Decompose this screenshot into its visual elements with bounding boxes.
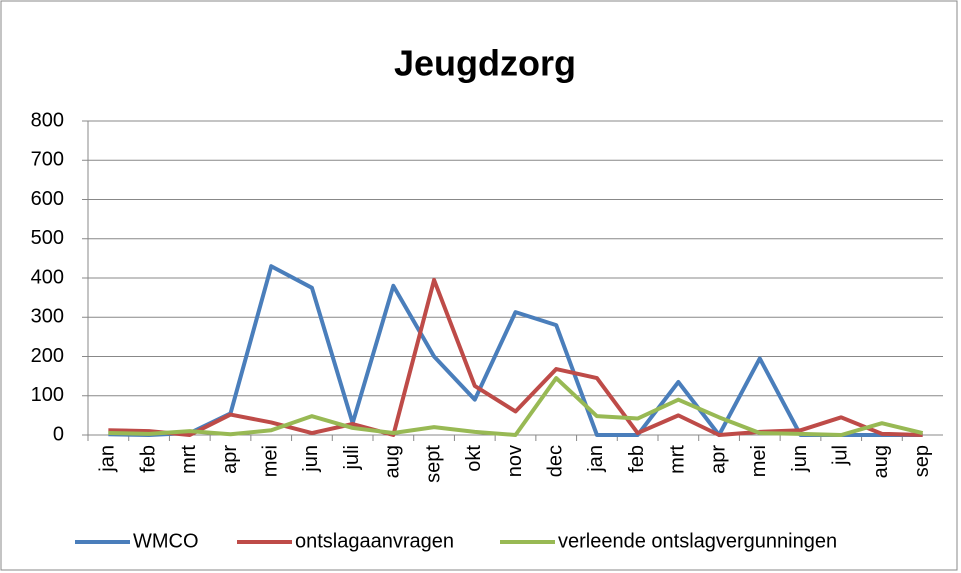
legend-label: ontslagaanvragen	[295, 530, 454, 552]
y-tick-label: 600	[31, 188, 64, 210]
x-tick-label: sep	[911, 445, 933, 477]
x-tick-label: aug	[382, 445, 404, 478]
x-tick-label: jan	[585, 445, 607, 473]
line-series	[108, 277, 923, 437]
x-tick-label: apr	[707, 445, 729, 474]
x-tick-label: jan	[97, 445, 119, 473]
x-tick-label: aug	[870, 445, 892, 478]
x-tick-label: mrt	[178, 445, 200, 474]
y-tick-label: 800	[31, 109, 64, 131]
x-tick-label: apr	[219, 445, 241, 474]
y-tick-label: 100	[31, 384, 64, 406]
x-tick-label: dec	[544, 445, 566, 477]
line-series	[108, 264, 923, 437]
y-tick-label: 0	[53, 423, 64, 445]
x-tick-label: mrt	[667, 445, 689, 474]
y-tick-label: 200	[31, 345, 64, 367]
x-tick-label: jun	[300, 445, 322, 473]
x-tick-label: nov	[504, 445, 526, 477]
line-series	[108, 376, 924, 437]
x-tick-label: feb	[137, 445, 159, 473]
x-tick-label: jun	[789, 445, 811, 473]
x-tick-label: feb	[626, 445, 648, 473]
chart-title: Jeugdzorg	[394, 43, 576, 84]
x-tick-label: mei	[259, 445, 281, 477]
y-tick-label: 300	[31, 306, 64, 328]
x-tick-label: sept	[422, 445, 444, 483]
y-tick-label: 400	[31, 266, 64, 288]
x-tick-label: okt	[463, 445, 485, 472]
y-tick-label: 500	[31, 227, 64, 249]
y-tick-label: 700	[31, 149, 64, 171]
x-tick-label: jul	[829, 445, 851, 466]
x-tick-label: mei	[748, 445, 770, 477]
x-tick-label: juli	[341, 445, 363, 470]
legend-label: WMCO	[133, 530, 199, 552]
legend-label: verleende ontslagvergunningen	[558, 530, 837, 552]
